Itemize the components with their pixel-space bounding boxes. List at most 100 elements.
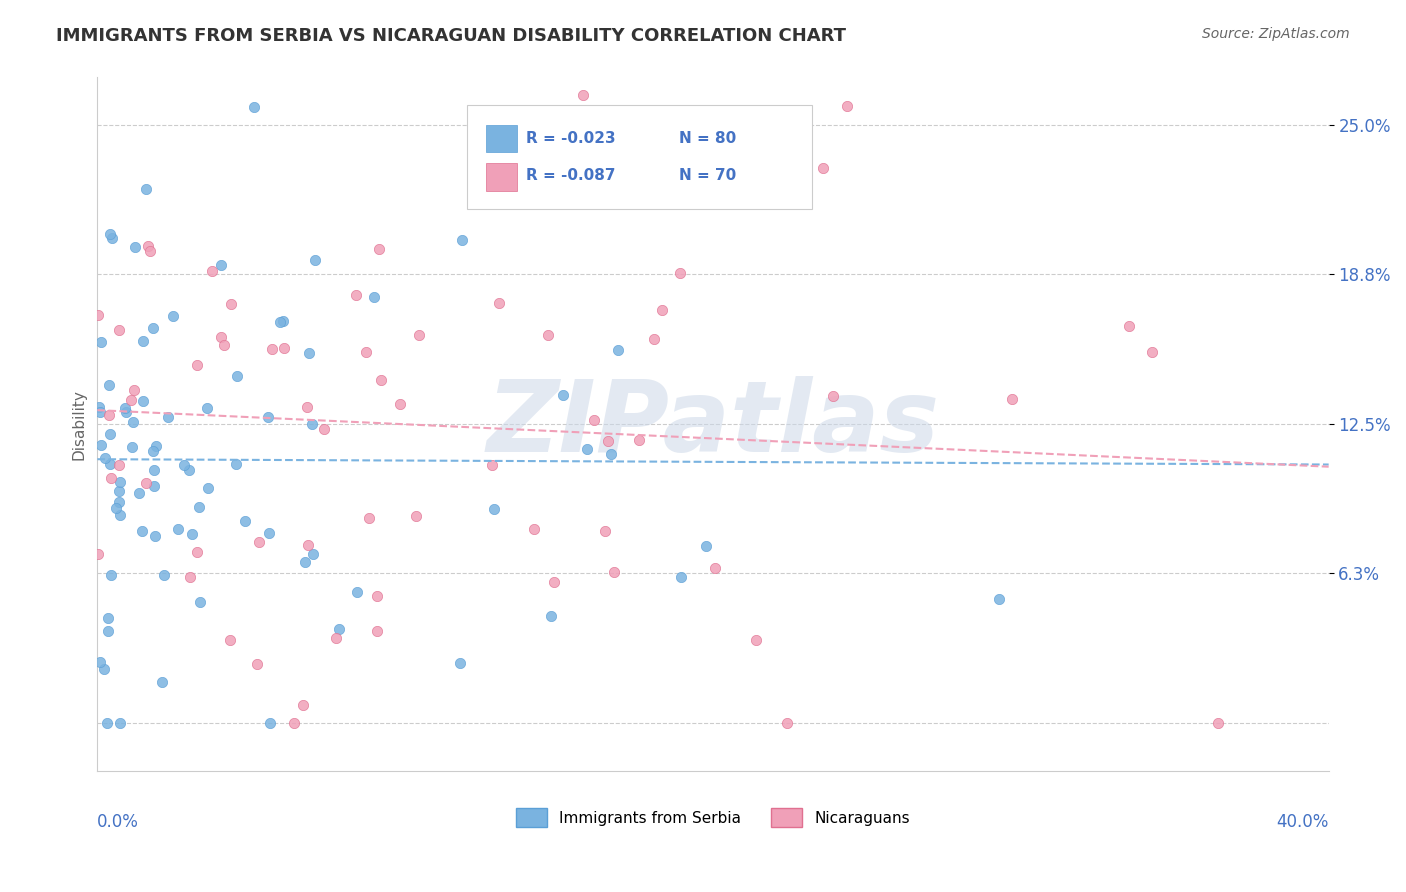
Point xyxy=(357,511,380,525)
Point xyxy=(98,457,121,471)
Point xyxy=(226,369,249,384)
Point xyxy=(98,408,121,422)
Point xyxy=(354,345,377,359)
Point xyxy=(572,88,595,103)
Point xyxy=(304,252,326,267)
Point xyxy=(835,98,858,112)
Point xyxy=(188,595,211,609)
Point xyxy=(98,227,121,242)
Point xyxy=(695,539,717,553)
Point xyxy=(1001,392,1024,407)
FancyBboxPatch shape xyxy=(486,125,517,153)
Point xyxy=(219,633,242,648)
Point xyxy=(668,266,690,280)
Point xyxy=(366,590,388,604)
Point xyxy=(295,400,318,414)
Point xyxy=(122,384,145,398)
Point xyxy=(115,405,138,419)
Point xyxy=(167,521,190,535)
Point xyxy=(449,657,471,671)
FancyBboxPatch shape xyxy=(467,105,811,210)
Point xyxy=(312,422,335,436)
Point xyxy=(135,475,157,490)
Point xyxy=(143,528,166,542)
Point xyxy=(153,567,176,582)
Point xyxy=(811,161,834,175)
Point xyxy=(87,400,110,414)
Point xyxy=(596,434,619,448)
Point xyxy=(197,481,219,495)
Text: ZIPatlas: ZIPatlas xyxy=(486,376,939,473)
Point xyxy=(110,475,132,490)
Point xyxy=(651,302,673,317)
Point xyxy=(484,501,506,516)
Text: Source: ZipAtlas.com: Source: ZipAtlas.com xyxy=(1202,27,1350,41)
Point xyxy=(302,547,325,561)
Point xyxy=(179,463,201,477)
Point xyxy=(173,458,195,472)
Point xyxy=(481,458,503,472)
Point xyxy=(744,633,766,648)
Point xyxy=(370,373,392,387)
Text: R = -0.023: R = -0.023 xyxy=(526,131,616,146)
FancyBboxPatch shape xyxy=(486,163,517,191)
Point xyxy=(1206,716,1229,731)
Point xyxy=(575,442,598,456)
Point xyxy=(987,592,1010,607)
Point xyxy=(599,447,621,461)
Point xyxy=(87,308,110,322)
Point xyxy=(294,555,316,569)
Point xyxy=(107,495,129,509)
Point xyxy=(243,100,266,114)
Text: N = 70: N = 70 xyxy=(679,169,735,184)
Text: IMMIGRANTS FROM SERBIA VS NICARAGUAN DISABILITY CORRELATION CHART: IMMIGRANTS FROM SERBIA VS NICARAGUAN DIS… xyxy=(56,27,846,45)
Point xyxy=(408,328,430,343)
Point xyxy=(583,413,606,427)
Point xyxy=(273,341,295,355)
Point xyxy=(537,327,560,342)
Point xyxy=(135,181,157,195)
Point xyxy=(388,397,411,411)
Point xyxy=(195,401,218,415)
Point xyxy=(181,527,204,541)
Point xyxy=(209,259,232,273)
Point xyxy=(142,479,165,493)
Point xyxy=(101,231,124,245)
Point xyxy=(98,427,121,442)
Point xyxy=(104,501,127,516)
Point xyxy=(363,290,385,304)
Point xyxy=(100,568,122,582)
Point xyxy=(157,410,180,425)
Point xyxy=(540,608,562,623)
Point xyxy=(93,662,115,676)
Point xyxy=(325,631,347,645)
Point xyxy=(87,547,110,561)
Point xyxy=(821,389,844,403)
Point xyxy=(297,538,319,552)
Point xyxy=(607,343,630,357)
Point xyxy=(108,508,131,523)
Text: R = -0.087: R = -0.087 xyxy=(526,169,616,184)
Point xyxy=(246,657,269,671)
Point xyxy=(108,323,131,337)
Point xyxy=(368,242,391,256)
Point xyxy=(247,535,270,549)
Y-axis label: Disability: Disability xyxy=(72,389,86,460)
Point xyxy=(269,314,291,328)
Point xyxy=(522,522,544,536)
Point xyxy=(593,524,616,539)
Point xyxy=(344,287,367,301)
Point xyxy=(131,524,153,539)
Point xyxy=(328,622,350,636)
Point xyxy=(262,342,284,356)
Point xyxy=(405,509,427,524)
Point xyxy=(97,46,120,61)
Point xyxy=(301,417,323,431)
Point xyxy=(603,565,626,579)
Point xyxy=(162,309,184,323)
Point xyxy=(97,611,120,625)
Point xyxy=(366,624,388,638)
Point xyxy=(704,561,727,575)
Point xyxy=(283,716,305,731)
Point xyxy=(94,451,117,466)
